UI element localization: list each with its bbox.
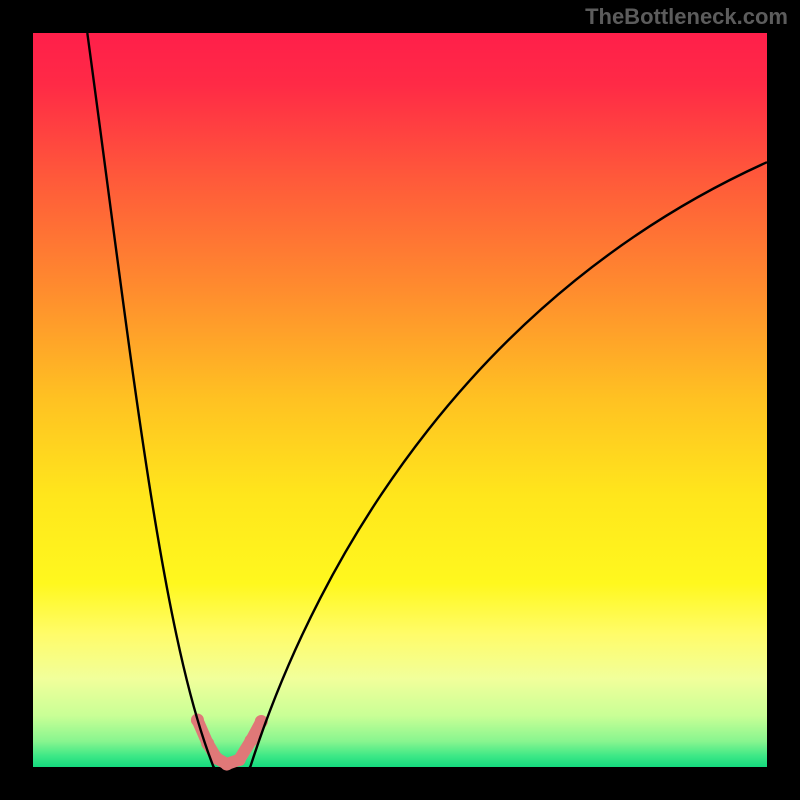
watermark-text: TheBottleneck.com: [585, 4, 788, 30]
chart-svg: [0, 0, 800, 800]
plot-background: [33, 33, 767, 767]
chart-stage: TheBottleneck.com: [0, 0, 800, 800]
